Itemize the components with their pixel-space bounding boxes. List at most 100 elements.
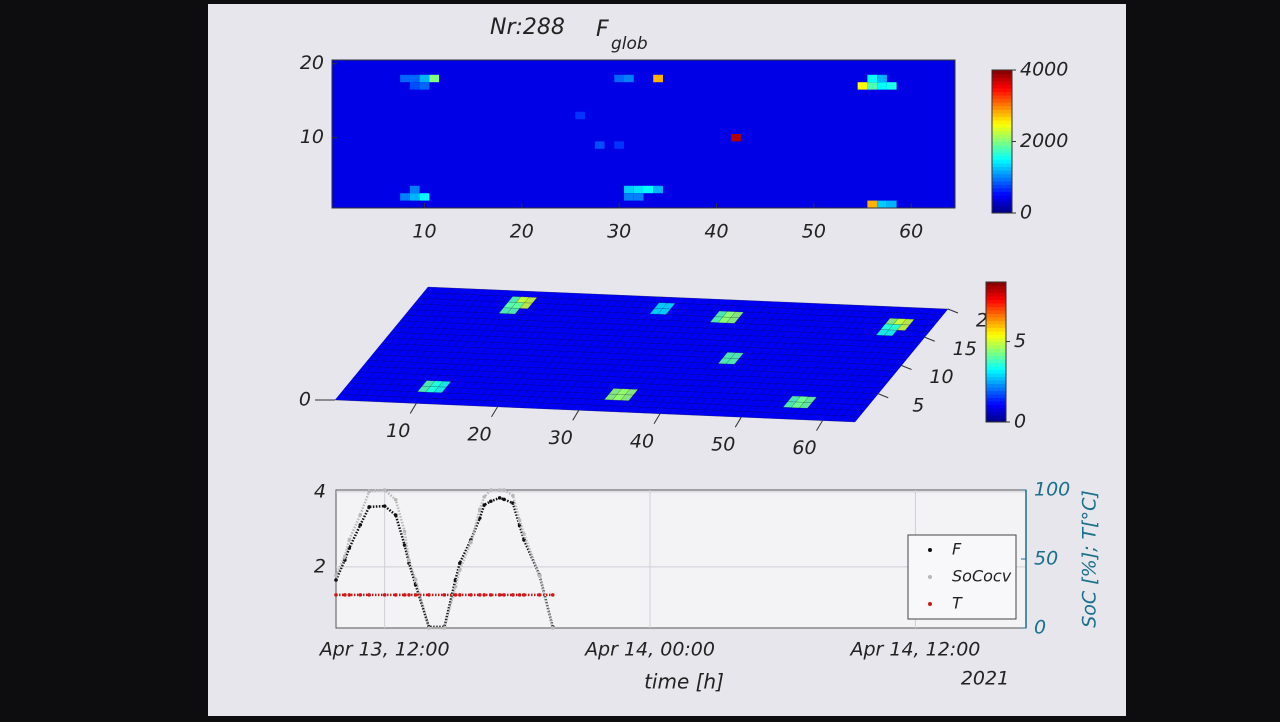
colorbar-band [992, 198, 1012, 203]
y-tick [947, 308, 959, 314]
y-tick-label: 15 [953, 338, 977, 360]
mesh-line [362, 365, 883, 389]
title-variable: F [596, 17, 609, 42]
y2-tick-label: 50 [1034, 548, 1058, 570]
colorbar-band [992, 95, 1012, 100]
heat-cell [633, 193, 644, 201]
legend-label: SoCocv [952, 567, 1012, 586]
mesh-line [372, 354, 893, 378]
heat-cell [877, 200, 887, 208]
colorbar-band [992, 159, 1012, 164]
data-point [347, 593, 352, 597]
mesh-line [409, 309, 930, 332]
mesh-line [334, 399, 856, 423]
heat-cell [731, 134, 741, 142]
x-tick-label: Apr 14, 00:00 [583, 639, 715, 661]
mesh-line [395, 326, 916, 349]
heat-cell [594, 141, 605, 149]
colorbar-band [986, 366, 1006, 370]
colorbar-band [986, 352, 1006, 356]
x-tick-label: 30 [607, 221, 631, 243]
data-point [522, 538, 526, 542]
data-point [517, 518, 522, 523]
data-point [367, 593, 371, 597]
colorbar-band [992, 84, 1012, 89]
colorbar-band [992, 184, 1012, 189]
data-point [427, 593, 431, 597]
colorbar-tick-label: 2000 [1020, 130, 1068, 152]
data-point [537, 593, 542, 597]
colorbar-band [986, 345, 1006, 349]
x-tick [734, 416, 742, 428]
colorbar-band [992, 134, 1012, 139]
legend-box [907, 534, 1017, 620]
y-tick-label: 4 [314, 480, 326, 502]
data-point [393, 513, 398, 517]
data-point [517, 593, 522, 597]
colorbar-band [992, 205, 1012, 210]
colorbar-band [986, 373, 1006, 377]
mesh-line [418, 298, 939, 321]
x-tick-label: 40 [704, 221, 728, 243]
colorbar-band [992, 166, 1012, 171]
mesh-line [348, 382, 869, 406]
data-point [382, 488, 387, 492]
heat-cell [419, 193, 430, 201]
colorbar-band [986, 299, 1006, 304]
data-point [453, 584, 458, 589]
colorbar-band [986, 397, 1006, 402]
data-point [458, 593, 462, 597]
heatmap-fill [332, 60, 955, 208]
data-point [482, 503, 486, 507]
colorbar-band [992, 127, 1012, 132]
heat-cell [653, 74, 663, 83]
mesh-line [367, 360, 888, 383]
data-point [453, 593, 458, 597]
colorbar-band [992, 187, 1012, 193]
colorbar-band [986, 380, 1006, 384]
data-point [343, 593, 347, 597]
heat-cell [419, 82, 430, 90]
colorbar-band [986, 303, 1006, 307]
mesh-line [400, 320, 921, 344]
heat-cell [575, 111, 586, 120]
data-point [334, 593, 338, 597]
x-tick-label: 60 [899, 221, 923, 243]
x-tick-label: 10 [386, 420, 410, 442]
colorbar-band [986, 331, 1006, 335]
colorbar-band [986, 383, 1006, 388]
colorbar-band [986, 362, 1006, 367]
legend-label: T [952, 594, 963, 613]
x-tick-label: 40 [630, 430, 654, 452]
data-point [550, 593, 555, 597]
z-tick-label: 0 [299, 389, 311, 411]
data-point [402, 529, 407, 534]
data-point [367, 489, 371, 494]
y-tick-label: 2 [314, 555, 326, 577]
data-point [502, 497, 506, 502]
colorbar-band [992, 202, 1012, 207]
mesh-line [358, 371, 879, 394]
colorbar-band [986, 296, 1006, 300]
colorbar-band [986, 338, 1006, 342]
mesh-line [339, 394, 860, 417]
heat-cell [653, 185, 663, 194]
y-tick [901, 365, 912, 370]
data-point [382, 593, 387, 597]
colorbar-band [992, 152, 1012, 157]
colorbar-band [992, 162, 1012, 168]
colorbar-band [992, 112, 1012, 117]
colorbar-band [986, 327, 1006, 332]
colorbar-band [992, 73, 1012, 78]
heat-cell [409, 185, 420, 194]
x-tick-label: Apr 14, 12:00 [848, 639, 980, 661]
data-point [407, 593, 411, 597]
y-tick [924, 336, 935, 342]
colorbar-band [992, 116, 1012, 121]
data-point [502, 593, 506, 597]
chart-title: Nr:288 [490, 15, 565, 40]
y-tick-label: 10 [929, 366, 953, 388]
x-tick [491, 406, 498, 418]
